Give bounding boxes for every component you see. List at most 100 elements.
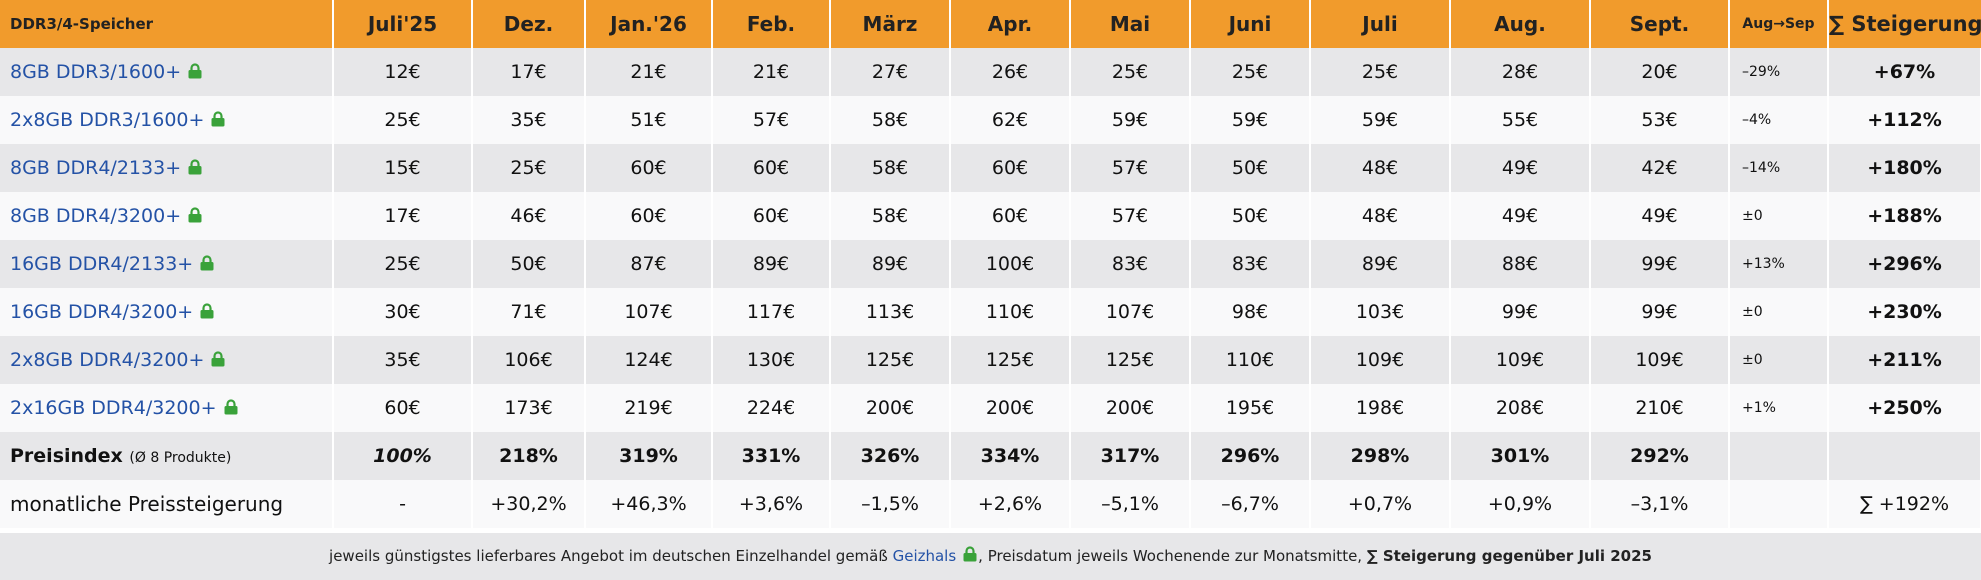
price-cell: 89€ <box>712 240 831 288</box>
price-cell: 113€ <box>830 288 951 336</box>
product-link[interactable]: 8GB DDR3/1600+ <box>10 61 182 83</box>
product-cell[interactable]: 8GB DDR4/2133+ <box>0 144 334 192</box>
price-cell: 25€ <box>1190 48 1311 96</box>
product-cell[interactable]: 2x8GB DDR3/1600+ <box>0 96 334 144</box>
table-row: 16GB DDR4/2133+ 25€ 50€ 87€ 89€ 89€ 100€ 83€ 83€… <box>0 240 1981 288</box>
price-cell: 25€ <box>1310 48 1451 96</box>
header-month: Apr. <box>950 0 1071 48</box>
lock-icon <box>962 546 978 562</box>
product-cell[interactable]: 16GB DDR4/3200+ <box>0 288 334 336</box>
total-cell: +296% <box>1828 240 1981 288</box>
lock-icon <box>187 63 203 79</box>
monthly-cell: –1,5% <box>830 480 951 528</box>
product-link[interactable]: 2x8GB DDR3/1600+ <box>10 109 205 131</box>
price-cell: 60€ <box>333 384 473 432</box>
index-cell: 319% <box>585 432 713 480</box>
price-cell: 109€ <box>1310 336 1451 384</box>
total-cell: +67% <box>1828 48 1981 96</box>
price-cell: 107€ <box>1070 288 1191 336</box>
header-month: Mai <box>1070 0 1191 48</box>
change-cell: –29% <box>1729 48 1829 96</box>
product-link[interactable]: 8GB DDR4/3200+ <box>10 205 182 227</box>
price-cell: 58€ <box>830 96 951 144</box>
total-cell: +188% <box>1828 192 1981 240</box>
price-cell: 17€ <box>472 48 586 96</box>
lock-icon <box>210 351 226 367</box>
price-cell: 35€ <box>333 336 473 384</box>
monthly-increase-label: monatliche Preissteigerung <box>0 480 334 528</box>
change-cell: ±0 <box>1729 336 1829 384</box>
lock-icon <box>199 255 215 271</box>
price-cell: 30€ <box>333 288 473 336</box>
header-title: DDR3/4-Speicher <box>0 0 334 48</box>
price-cell: 110€ <box>1190 336 1311 384</box>
price-cell: 60€ <box>585 144 713 192</box>
price-cell: 25€ <box>333 240 473 288</box>
price-cell: 99€ <box>1590 288 1730 336</box>
product-link[interactable]: 2x16GB DDR4/3200+ <box>10 397 217 419</box>
change-cell: –4% <box>1729 96 1829 144</box>
product-cell[interactable]: 8GB DDR4/3200+ <box>0 192 334 240</box>
price-cell: 55€ <box>1450 96 1591 144</box>
product-link[interactable]: 16GB DDR4/3200+ <box>10 301 194 323</box>
product-link[interactable]: 16GB DDR4/2133+ <box>10 253 194 275</box>
price-index-label: Preisindex <box>10 445 123 467</box>
index-cell: 100% <box>333 432 473 480</box>
price-cell: 42€ <box>1590 144 1730 192</box>
product-cell[interactable]: 8GB DDR3/1600+ <box>0 48 334 96</box>
price-cell: 50€ <box>1190 192 1311 240</box>
price-cell: 60€ <box>712 192 831 240</box>
change-cell: +13% <box>1729 240 1829 288</box>
empty-cell <box>1828 432 1981 480</box>
price-cell: 99€ <box>1590 240 1730 288</box>
price-cell: 219€ <box>585 384 713 432</box>
product-link[interactable]: 8GB DDR4/2133+ <box>10 157 182 179</box>
price-cell: 59€ <box>1190 96 1311 144</box>
price-cell: 60€ <box>712 144 831 192</box>
header-month: Aug. <box>1450 0 1591 48</box>
header-month: Sept. <box>1590 0 1730 48</box>
table-body: 8GB DDR3/1600+ 12€ 17€ 21€ 21€ 27€ 26€ 25€ 25€ 25… <box>0 48 1981 528</box>
monthly-increase-row: monatliche Preissteigerung - +30,2% +46,3% +… <box>0 480 1981 528</box>
price-cell: 60€ <box>585 192 713 240</box>
price-cell: 109€ <box>1590 336 1730 384</box>
price-cell: 71€ <box>472 288 586 336</box>
header-month: Jan.'26 <box>585 0 713 48</box>
header-month: Juli <box>1310 0 1451 48</box>
product-link[interactable]: 2x8GB DDR4/3200+ <box>10 349 205 371</box>
price-cell: 198€ <box>1310 384 1451 432</box>
footnote-bold-text: ∑ Steigerung gegenüber Juli 2025 <box>1366 547 1652 565</box>
product-cell[interactable]: 16GB DDR4/2133+ <box>0 240 334 288</box>
price-cell: 12€ <box>333 48 473 96</box>
table-row: 2x16GB DDR4/3200+ 60€ 173€ 219€ 224€ 200€ 200€… <box>0 384 1981 432</box>
price-cell: 21€ <box>585 48 713 96</box>
price-cell: 62€ <box>950 96 1071 144</box>
product-cell[interactable]: 2x8GB DDR4/3200+ <box>0 336 334 384</box>
price-cell: 15€ <box>333 144 473 192</box>
geizhals-link[interactable]: Geizhals <box>892 547 957 565</box>
total-cell: +180% <box>1828 144 1981 192</box>
index-cell: 331% <box>712 432 831 480</box>
lock-icon <box>199 303 215 319</box>
product-cell[interactable]: 2x16GB DDR4/3200+ <box>0 384 334 432</box>
price-cell: 195€ <box>1190 384 1311 432</box>
price-cell: 100€ <box>950 240 1071 288</box>
price-cell: 20€ <box>1590 48 1730 96</box>
price-cell: 83€ <box>1070 240 1191 288</box>
price-cell: 57€ <box>712 96 831 144</box>
header-row: DDR3/4-Speicher Juli'25 Dez. Jan.'26 Feb. Mä… <box>0 0 1981 48</box>
change-cell: ±0 <box>1729 192 1829 240</box>
price-cell: 26€ <box>950 48 1071 96</box>
price-cell: 60€ <box>950 192 1071 240</box>
price-cell: 46€ <box>472 192 586 240</box>
price-cell: 124€ <box>585 336 713 384</box>
price-cell: 130€ <box>712 336 831 384</box>
price-cell: 210€ <box>1590 384 1730 432</box>
change-cell: ±0 <box>1729 288 1829 336</box>
index-cell: 296% <box>1190 432 1311 480</box>
price-cell: 173€ <box>472 384 586 432</box>
lock-icon <box>223 399 239 415</box>
price-cell: 58€ <box>830 192 951 240</box>
price-cell: 200€ <box>950 384 1071 432</box>
price-cell: 87€ <box>585 240 713 288</box>
